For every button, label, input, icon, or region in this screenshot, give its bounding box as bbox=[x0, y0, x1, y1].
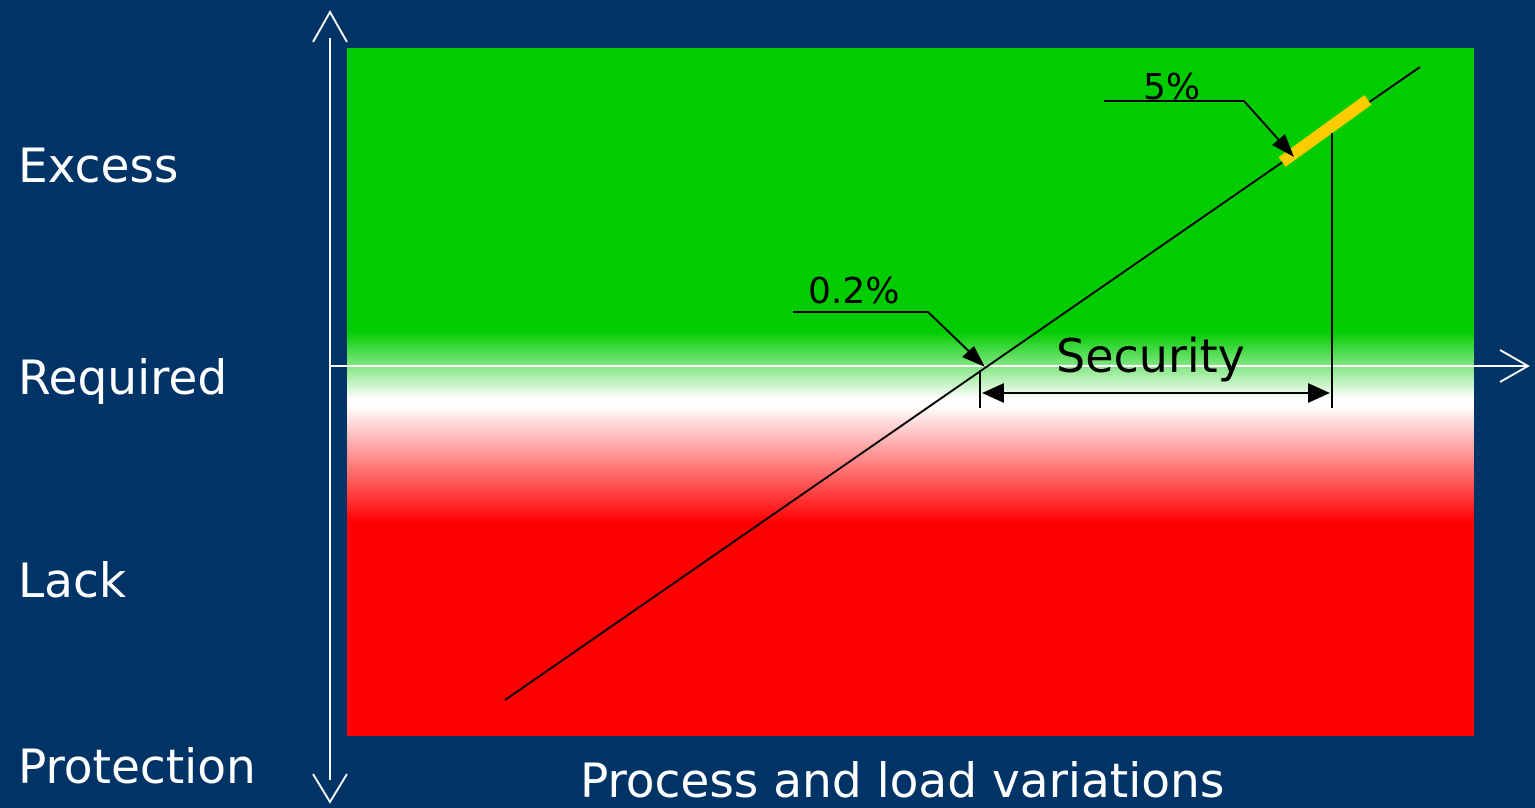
y-axis-title: Protection bbox=[18, 740, 256, 795]
arrowhead-excess-segment bbox=[1272, 134, 1294, 157]
arrowhead-required-point bbox=[962, 346, 985, 367]
label-margin: Security bbox=[1056, 329, 1245, 383]
margin-arrow-left bbox=[982, 383, 1004, 403]
level-label-excess: Excess bbox=[18, 139, 179, 194]
excess-highlight-segment bbox=[1278, 95, 1372, 167]
y-axis-arrow-up bbox=[312, 9, 348, 43]
x-axis-arrow-right bbox=[1499, 349, 1531, 383]
level-label-required: Required bbox=[18, 351, 228, 406]
label-excess-segment: 5% bbox=[1143, 67, 1200, 108]
level-label-lack: Lack bbox=[18, 554, 127, 609]
y-axis-arrow-down bbox=[312, 773, 348, 804]
label-required-point: 0.2% bbox=[808, 271, 899, 312]
x-axis-title: Process and load variations bbox=[580, 754, 1225, 808]
protection-trend-line bbox=[504, 66, 1421, 701]
leader-excess-segment bbox=[1104, 100, 1287, 149]
leader-required-point bbox=[793, 311, 979, 361]
margin-arrow-right bbox=[1308, 383, 1330, 403]
